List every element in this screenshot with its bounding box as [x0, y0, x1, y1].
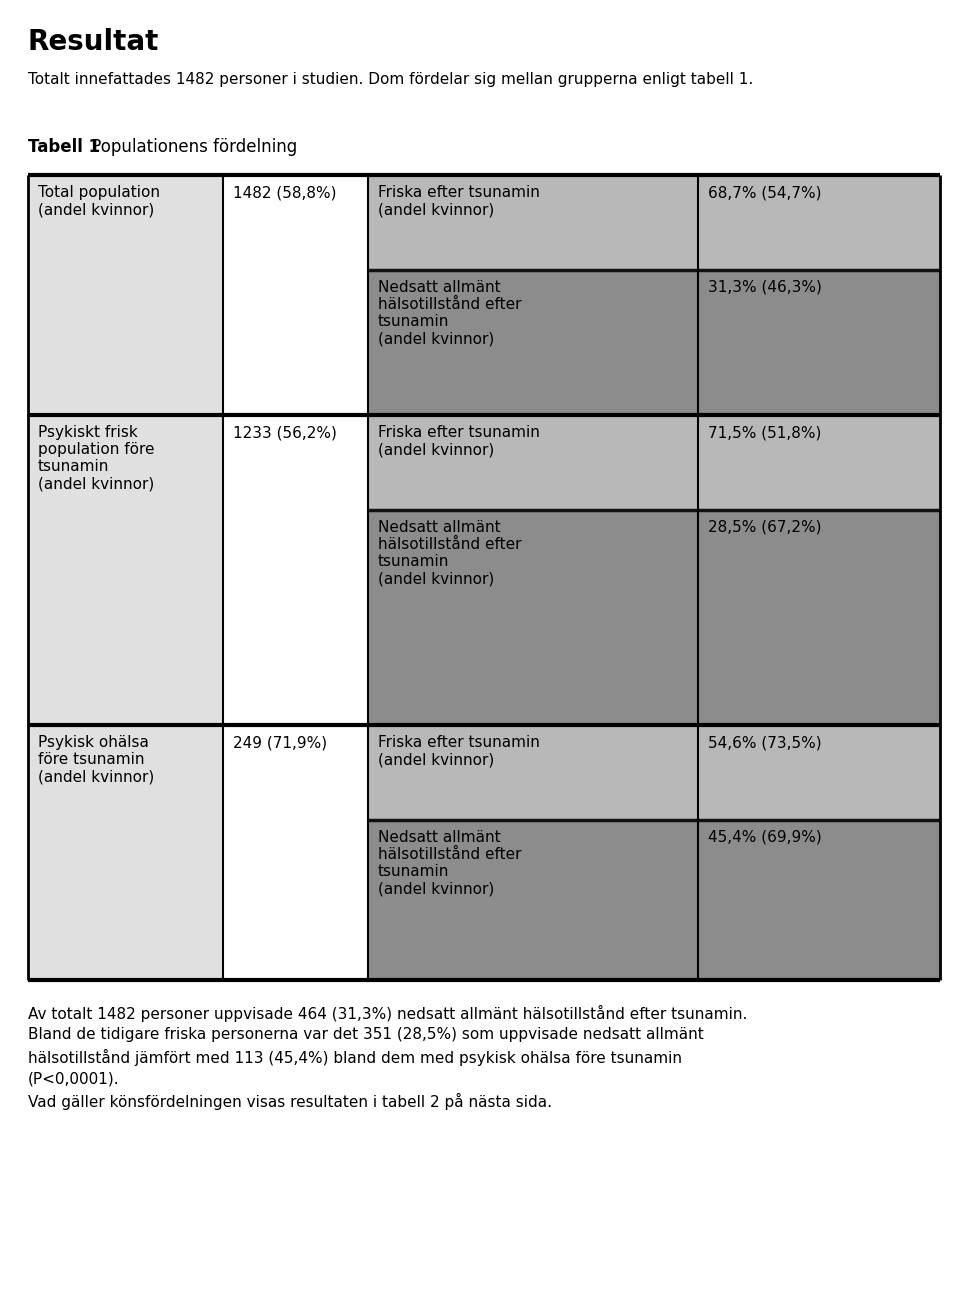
Text: (andel kvinnor): (andel kvinnor) — [38, 202, 155, 217]
Text: Friska efter tsunamin: Friska efter tsunamin — [378, 735, 540, 750]
Bar — [368, 820, 940, 980]
Bar — [28, 725, 223, 980]
Bar — [28, 415, 223, 725]
Text: Total population: Total population — [38, 185, 160, 200]
Text: 68,7% (54,7%): 68,7% (54,7%) — [708, 185, 822, 200]
Text: 1233 (56,2%): 1233 (56,2%) — [233, 424, 337, 440]
Text: före tsunamin: före tsunamin — [38, 752, 145, 767]
Text: (andel kvinnor): (andel kvinnor) — [378, 442, 494, 457]
Text: 54,6% (73,5%): 54,6% (73,5%) — [708, 735, 822, 750]
Text: Tabell 1: Tabell 1 — [28, 138, 100, 156]
Text: Totalt innefattades 1482 personer i studien. Dom fördelar sig mellan grupperna e: Totalt innefattades 1482 personer i stud… — [28, 72, 754, 87]
Text: tsunamin: tsunamin — [378, 314, 449, 328]
Bar — [223, 725, 368, 980]
Text: (andel kvinnor): (andel kvinnor) — [38, 476, 155, 491]
Text: hälsotillstånd efter: hälsotillstånd efter — [378, 848, 521, 862]
Text: tsunamin: tsunamin — [38, 459, 109, 474]
Text: Friska efter tsunamin: Friska efter tsunamin — [378, 185, 540, 200]
Bar — [368, 415, 940, 510]
Text: Psykisk ohälsa: Psykisk ohälsa — [38, 735, 149, 750]
Text: (andel kvinnor): (andel kvinnor) — [378, 882, 494, 896]
Text: Populationens fördelning: Populationens fördelning — [86, 138, 298, 156]
Text: 31,3% (46,3%): 31,3% (46,3%) — [708, 280, 822, 296]
Bar — [223, 175, 368, 415]
Text: 71,5% (51,8%): 71,5% (51,8%) — [708, 424, 822, 440]
Bar — [368, 269, 940, 415]
Text: (andel kvinnor): (andel kvinnor) — [38, 769, 155, 784]
Text: Friska efter tsunamin: Friska efter tsunamin — [378, 424, 540, 440]
Text: Nedsatt allmänt: Nedsatt allmänt — [378, 830, 500, 845]
Text: hälsotillstånd jämfört med 113 (45,4%) bland dem med psykisk ohälsa före tsunami: hälsotillstånd jämfört med 113 (45,4%) b… — [28, 1049, 682, 1066]
Bar — [223, 415, 368, 725]
Text: 249 (71,9%): 249 (71,9%) — [233, 735, 327, 750]
Text: tsunamin: tsunamin — [378, 865, 449, 879]
Bar — [368, 510, 940, 725]
Text: 28,5% (67,2%): 28,5% (67,2%) — [708, 520, 822, 535]
Bar — [28, 175, 223, 415]
Text: Nedsatt allmänt: Nedsatt allmänt — [378, 280, 500, 296]
Text: Vad gäller könsfördelningen visas resultaten i tabell 2 på nästa sida.: Vad gäller könsfördelningen visas result… — [28, 1093, 552, 1110]
Text: 45,4% (69,9%): 45,4% (69,9%) — [708, 830, 822, 845]
Text: Bland de tidigare friska personerna var det 351 (28,5%) som uppvisade nedsatt al: Bland de tidigare friska personerna var … — [28, 1028, 704, 1042]
Text: population före: population före — [38, 442, 155, 457]
Text: Resultat: Resultat — [28, 28, 159, 57]
Text: (andel kvinnor): (andel kvinnor) — [378, 572, 494, 586]
Text: Av totalt 1482 personer uppvisade 464 (31,3%) nedsatt allmänt hälsotillstånd eft: Av totalt 1482 personer uppvisade 464 (3… — [28, 1005, 748, 1022]
Text: hälsotillstånd efter: hälsotillstånd efter — [378, 537, 521, 552]
Bar — [368, 725, 940, 820]
Bar — [368, 175, 940, 269]
Text: Psykiskt frisk: Psykiskt frisk — [38, 424, 137, 440]
Text: (andel kvinnor): (andel kvinnor) — [378, 202, 494, 217]
Text: 1482 (58,8%): 1482 (58,8%) — [233, 185, 337, 200]
Text: (andel kvinnor): (andel kvinnor) — [378, 752, 494, 767]
Text: tsunamin: tsunamin — [378, 555, 449, 569]
Text: hälsotillstånd efter: hälsotillstånd efter — [378, 297, 521, 311]
Text: (P<0,0001).: (P<0,0001). — [28, 1071, 120, 1085]
Text: (andel kvinnor): (andel kvinnor) — [378, 331, 494, 346]
Text: Nedsatt allmänt: Nedsatt allmänt — [378, 520, 500, 535]
